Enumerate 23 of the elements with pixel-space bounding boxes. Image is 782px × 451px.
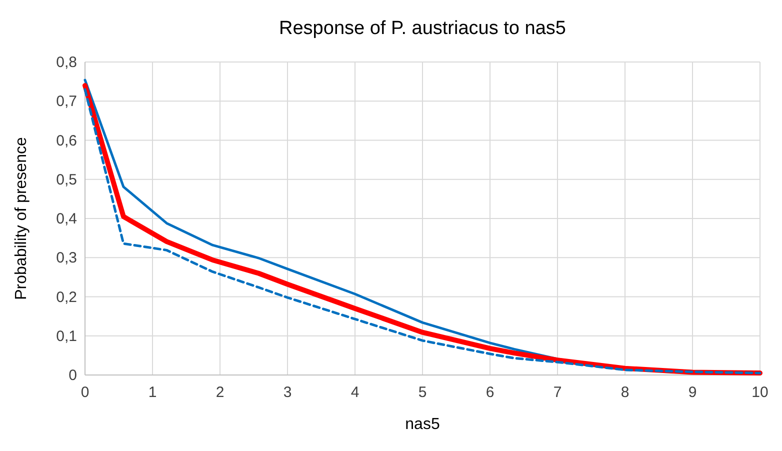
x-tick-label: 5 bbox=[418, 384, 427, 401]
x-tick-label: 10 bbox=[752, 384, 768, 401]
x-tick-label: 7 bbox=[553, 384, 562, 401]
x-tick-label: 8 bbox=[620, 384, 630, 401]
x-tick-label: 0 bbox=[80, 384, 90, 401]
y-tick-label: 0,8 bbox=[56, 54, 77, 71]
x-tick-label: 6 bbox=[486, 384, 494, 401]
y-tick-label: 0,7 bbox=[56, 93, 77, 110]
x-axis-title: nas5 bbox=[405, 416, 440, 433]
x-tick-label: 2 bbox=[216, 384, 224, 401]
x-tick-label: 9 bbox=[688, 384, 697, 401]
y-tick-label: 0 bbox=[68, 367, 77, 384]
chart-title: Response of P. austriacus to nas5 bbox=[279, 18, 566, 39]
y-tick-label: 0,5 bbox=[56, 171, 77, 188]
x-tick-label: 3 bbox=[283, 384, 292, 401]
y-tick-label: 0,4 bbox=[56, 210, 77, 228]
y-tick-label: 0,2 bbox=[56, 288, 77, 306]
y-tick-label: 0,6 bbox=[56, 132, 77, 150]
x-tick-label: 1 bbox=[148, 384, 157, 401]
y-tick-label: 0,1 bbox=[56, 328, 77, 345]
x-tick-label: 4 bbox=[350, 384, 360, 401]
y-tick-label: 0,3 bbox=[56, 250, 77, 267]
y-axis-title: Probability of presence bbox=[13, 137, 30, 300]
